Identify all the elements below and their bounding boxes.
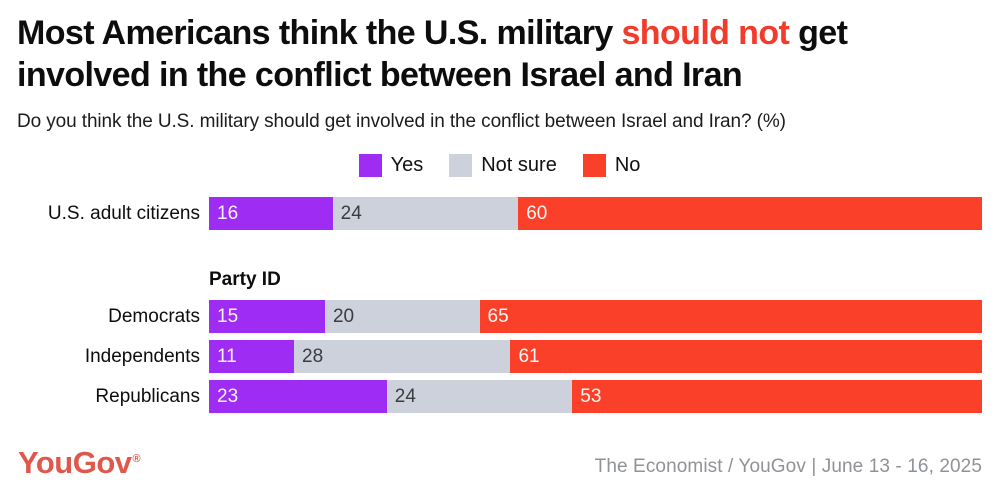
bar-segment-no: 53: [572, 380, 982, 413]
bar-value: 28: [302, 345, 324, 367]
source-attribution: The Economist / YouGov | June 13 - 16, 2…: [594, 456, 982, 477]
chart-question: Do you think the U.S. military should ge…: [17, 111, 786, 132]
row-label: Independents: [84, 345, 200, 367]
legend-swatch-yes: [358, 154, 382, 177]
title-highlight: should not: [621, 14, 790, 52]
bar-segment-no: 61: [510, 340, 982, 373]
legend-label-no: No: [614, 154, 641, 176]
bar-segment-no: 60: [518, 197, 982, 230]
bar-segment-not-sure: 20: [324, 300, 480, 333]
bar-row-independents: Independents 11 28 61: [17, 340, 982, 373]
bar-segment-not-sure: 28: [294, 340, 511, 373]
bar-row-us-adults: U.S. adult citizens 16 24 60: [17, 197, 982, 230]
bar-segment-not-sure: 24: [386, 380, 573, 413]
bar-value: 53: [580, 385, 602, 407]
page-title: Most Americans think the U.S. military s…: [17, 12, 982, 96]
party-id-group: Democrats 15 20 65 Independents 11 28 61…: [17, 300, 982, 413]
row-label: U.S. adult citizens: [47, 202, 200, 224]
legend-item-yes: Yes: [358, 154, 424, 177]
title-text-1: Most Americans think the U.S. military: [17, 14, 622, 52]
registered-mark-icon: ®: [132, 452, 141, 465]
bar-segment-yes: 23: [209, 380, 387, 413]
bar-value: 61: [518, 345, 540, 367]
bar-value: 60: [526, 202, 548, 224]
legend-item-not-sure: Not sure: [449, 154, 557, 177]
stacked-bar: 11 28 61: [209, 340, 982, 373]
row-label: Republicans: [95, 385, 200, 407]
bar-segment-not-sure: 24: [332, 197, 519, 230]
bar-value: 65: [487, 305, 509, 327]
footer: YouGov® The Economist / YouGov | June 13…: [18, 447, 982, 478]
stacked-bar: 23 24 53: [209, 380, 982, 413]
bar-value: 24: [340, 202, 362, 224]
bar-row-democrats: Democrats 15 20 65: [17, 300, 982, 333]
row-label: Democrats: [108, 305, 200, 327]
bar-segment-no: 65: [479, 300, 982, 333]
bar-value: 20: [332, 305, 355, 327]
stacked-bar: 16 24 60: [209, 197, 982, 230]
bar-value: 23: [217, 385, 239, 407]
title-line-2: involved in the conflict between Israel …: [17, 56, 743, 94]
section-label-party-id: Party ID: [209, 269, 281, 290]
yougov-logo: YouGov®: [18, 445, 141, 480]
bar-row-republicans: Republicans 23 24 53: [17, 380, 982, 413]
bar-segment-yes: 15: [209, 300, 325, 333]
bar-value: 11: [217, 345, 237, 367]
yougov-logo-text: YouGov: [18, 445, 132, 480]
title-text-2: get: [789, 14, 848, 52]
legend-label-yes: Yes: [390, 154, 424, 176]
bar-segment-yes: 11: [209, 340, 295, 373]
bar-value: 16: [217, 202, 239, 224]
legend-swatch-no: [582, 154, 606, 177]
legend-swatch-not-sure: [449, 154, 473, 177]
legend-label-not-sure: Not sure: [481, 154, 557, 176]
bar-value: 15: [217, 305, 239, 327]
stacked-bar: 15 20 65: [209, 300, 982, 333]
bar-segment-yes: 16: [209, 197, 333, 230]
bar-value: 24: [394, 385, 416, 407]
stacked-bar-chart: U.S. adult citizens 16 24 60 Party ID De…: [17, 197, 982, 413]
legend: Yes Not sure No: [17, 154, 982, 177]
legend-item-no: No: [582, 154, 641, 177]
